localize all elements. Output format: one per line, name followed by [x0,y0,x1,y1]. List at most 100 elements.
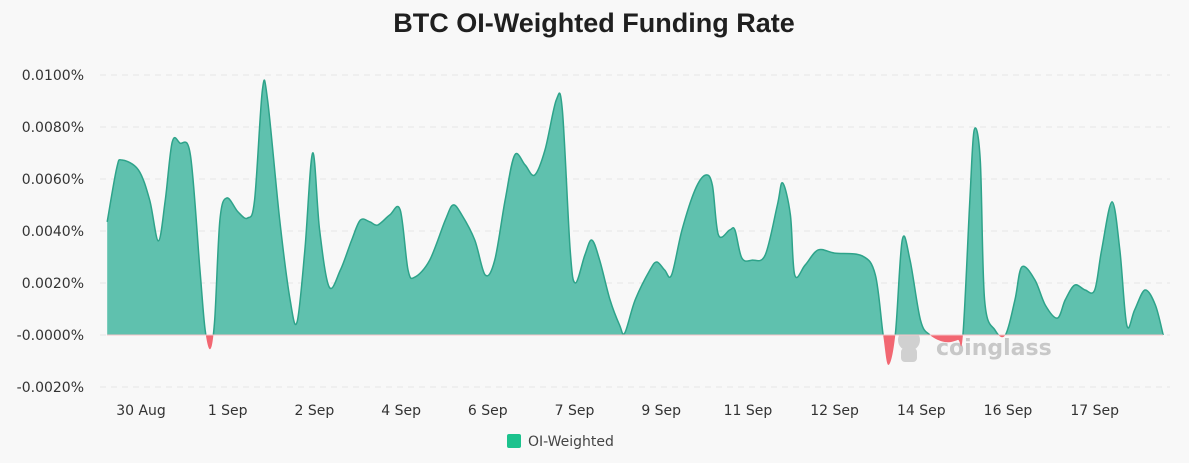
data-point[interactable] [1012,297,1018,303]
data-point[interactable] [405,267,411,273]
data-point[interactable] [607,297,613,303]
data-point[interactable] [294,319,300,325]
data-point[interactable] [1072,282,1078,288]
data-point[interactable] [992,327,998,333]
data-point[interactable] [899,237,905,243]
data-point[interactable] [202,327,208,333]
data-point[interactable] [472,237,478,243]
data-point[interactable] [654,259,660,265]
legend[interactable]: OI-Weighted [507,434,614,450]
data-point[interactable] [1124,322,1130,328]
data-point[interactable] [1054,315,1060,321]
data-point[interactable] [375,222,381,228]
data-point[interactable] [259,87,265,93]
data-point[interactable] [977,157,983,163]
data-point[interactable] [197,267,203,273]
data-point[interactable] [559,107,565,113]
data-point[interactable] [317,227,323,233]
data-point[interactable] [119,157,125,163]
data-point[interactable] [702,172,708,178]
data-point[interactable] [971,127,977,133]
data-point[interactable] [1142,287,1148,293]
data-point[interactable] [679,227,685,233]
data-point[interactable] [252,197,258,203]
data-point[interactable] [492,257,498,263]
data-point[interactable] [669,272,675,278]
data-point[interactable] [787,212,793,218]
data-point[interactable] [1132,307,1138,313]
data-point[interactable] [622,330,628,336]
data-point[interactable] [155,238,161,244]
data-point[interactable] [1160,332,1166,338]
data-point[interactable] [367,219,373,225]
data-point[interactable] [727,227,733,233]
data-point[interactable] [907,257,913,263]
data-point[interactable] [217,217,223,223]
data-point[interactable] [589,237,595,243]
data-point[interactable] [169,139,175,145]
data-point[interactable] [892,332,898,338]
data-point[interactable] [147,197,153,203]
data-point[interactable] [224,195,230,201]
data-point[interactable] [960,332,966,338]
data-point[interactable] [387,212,393,218]
data-point[interactable] [1117,247,1123,253]
data-point[interactable] [287,297,293,303]
data-point[interactable] [567,247,573,253]
data-point[interactable] [967,197,973,203]
data-point[interactable] [245,215,251,221]
data-point[interactable] [1002,332,1008,338]
data-point[interactable] [762,252,768,258]
data-point[interactable] [177,140,183,146]
data-point[interactable] [597,257,603,263]
data-point[interactable] [982,297,988,303]
data-point[interactable] [235,209,241,215]
data-point[interactable] [715,232,721,238]
legend-label[interactable]: OI-Weighted [528,434,614,450]
data-point[interactable] [572,280,578,286]
data-point[interactable] [774,202,780,208]
data-point[interactable] [1099,247,1105,253]
data-point[interactable] [632,297,638,303]
data-point[interactable] [662,267,668,273]
data-point[interactable] [187,152,193,158]
data-point[interactable] [427,257,433,263]
data-point[interactable] [277,217,283,223]
data-point[interactable] [859,253,865,259]
data-point[interactable] [1152,302,1158,308]
data-point[interactable] [349,237,355,243]
data-point[interactable] [1042,302,1048,308]
data-point[interactable] [815,247,821,253]
data-point[interactable] [927,332,933,338]
data-point[interactable] [780,180,786,186]
data-point[interactable] [749,257,755,263]
data-point[interactable] [522,162,528,168]
data-point[interactable] [955,337,961,343]
data-point[interactable] [337,267,343,273]
data-point[interactable] [310,150,316,156]
data-point[interactable] [502,197,508,203]
data-point[interactable] [553,97,559,103]
data-point[interactable] [265,97,271,103]
data-point[interactable] [885,362,891,368]
data-point[interactable] [1082,287,1088,293]
data-point[interactable] [739,255,745,261]
data-point[interactable] [412,274,418,280]
legend-swatch[interactable] [507,434,521,448]
data-point[interactable] [832,250,838,256]
data-point[interactable] [512,152,518,158]
data-point[interactable] [207,346,213,352]
data-point[interactable] [692,187,698,193]
data-point[interactable] [459,212,465,218]
data-point[interactable] [872,272,878,278]
data-point[interactable] [135,167,141,173]
data-point[interactable] [647,267,653,273]
data-point[interactable] [617,322,623,328]
data-point[interactable] [732,227,738,233]
data-point[interactable] [582,252,588,258]
data-point[interactable] [212,317,218,323]
data-point[interactable] [162,197,168,203]
data-point[interactable] [1109,199,1115,205]
data-point[interactable] [802,262,808,268]
data-point[interactable] [1019,264,1025,270]
